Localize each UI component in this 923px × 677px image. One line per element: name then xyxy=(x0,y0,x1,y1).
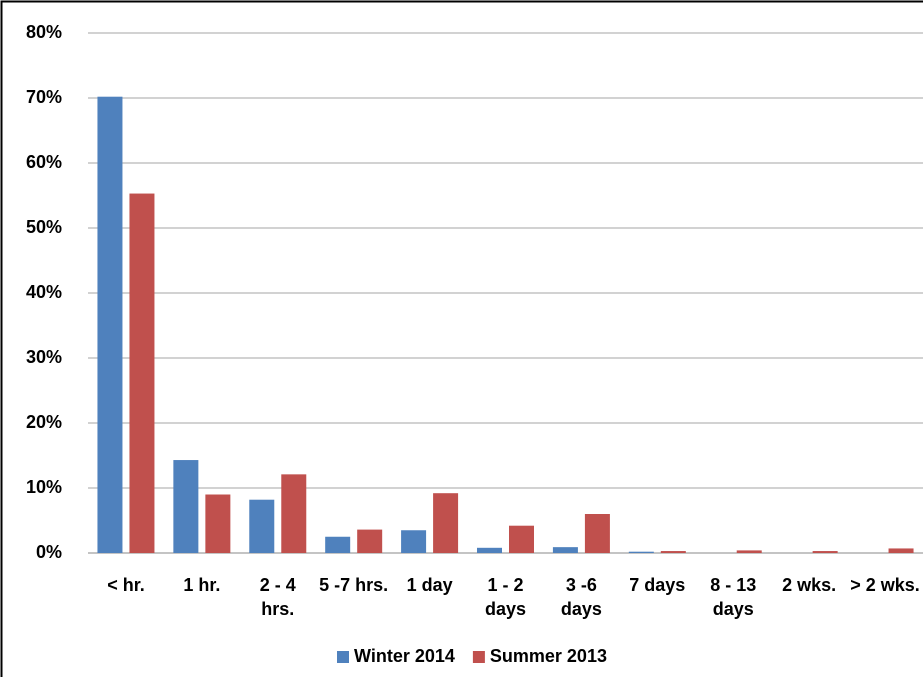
x-tick-label: 1 day xyxy=(406,575,453,595)
y-tick-label: 0% xyxy=(36,542,62,562)
bar xyxy=(552,547,578,553)
bar xyxy=(628,551,654,553)
bar xyxy=(281,474,307,553)
y-tick-label: 20% xyxy=(26,412,62,432)
x-tick-label: 7 days xyxy=(629,575,686,595)
y-tick-label: 30% xyxy=(26,347,62,367)
y-tick-label: 70% xyxy=(26,87,62,107)
x-tick-label: 3 -6 days xyxy=(560,575,602,619)
y-tick-label: 80% xyxy=(26,22,62,42)
legend-label: Summer 2013 xyxy=(490,646,607,666)
bar xyxy=(173,460,199,553)
y-tick-label: 10% xyxy=(26,477,62,497)
bar xyxy=(97,96,123,553)
y-tick-label: 50% xyxy=(26,217,62,237)
x-tick-label: 1 hr. xyxy=(183,575,221,595)
x-tick-label: 8 - 13 days xyxy=(710,575,757,619)
legend-label: Winter 2014 xyxy=(354,646,455,666)
bar xyxy=(433,493,459,553)
x-tick-label: 2 - 4 hrs. xyxy=(259,575,296,619)
x-tick-label: 1 - 2 days xyxy=(484,575,527,619)
x-tick-label: 5 -7 hrs. xyxy=(319,575,389,595)
bar xyxy=(401,530,427,553)
legend-swatch xyxy=(337,651,349,663)
x-tick-label: < hr. xyxy=(107,575,145,595)
y-tick-label: 40% xyxy=(26,282,62,302)
bar xyxy=(357,529,383,553)
bar xyxy=(205,494,231,553)
bar xyxy=(584,514,610,553)
bar xyxy=(129,193,155,554)
bar xyxy=(509,525,534,553)
bar xyxy=(249,499,275,553)
x-tick-label: > 2 wks. xyxy=(850,575,920,595)
bar xyxy=(736,550,762,553)
y-tick-label: 60% xyxy=(26,152,62,172)
bar xyxy=(888,548,914,553)
bar xyxy=(812,551,838,553)
bar xyxy=(477,547,502,553)
bar xyxy=(325,536,351,553)
x-tick-label: 2 wks. xyxy=(782,575,837,595)
legend-swatch xyxy=(472,651,485,663)
bar xyxy=(660,551,686,553)
